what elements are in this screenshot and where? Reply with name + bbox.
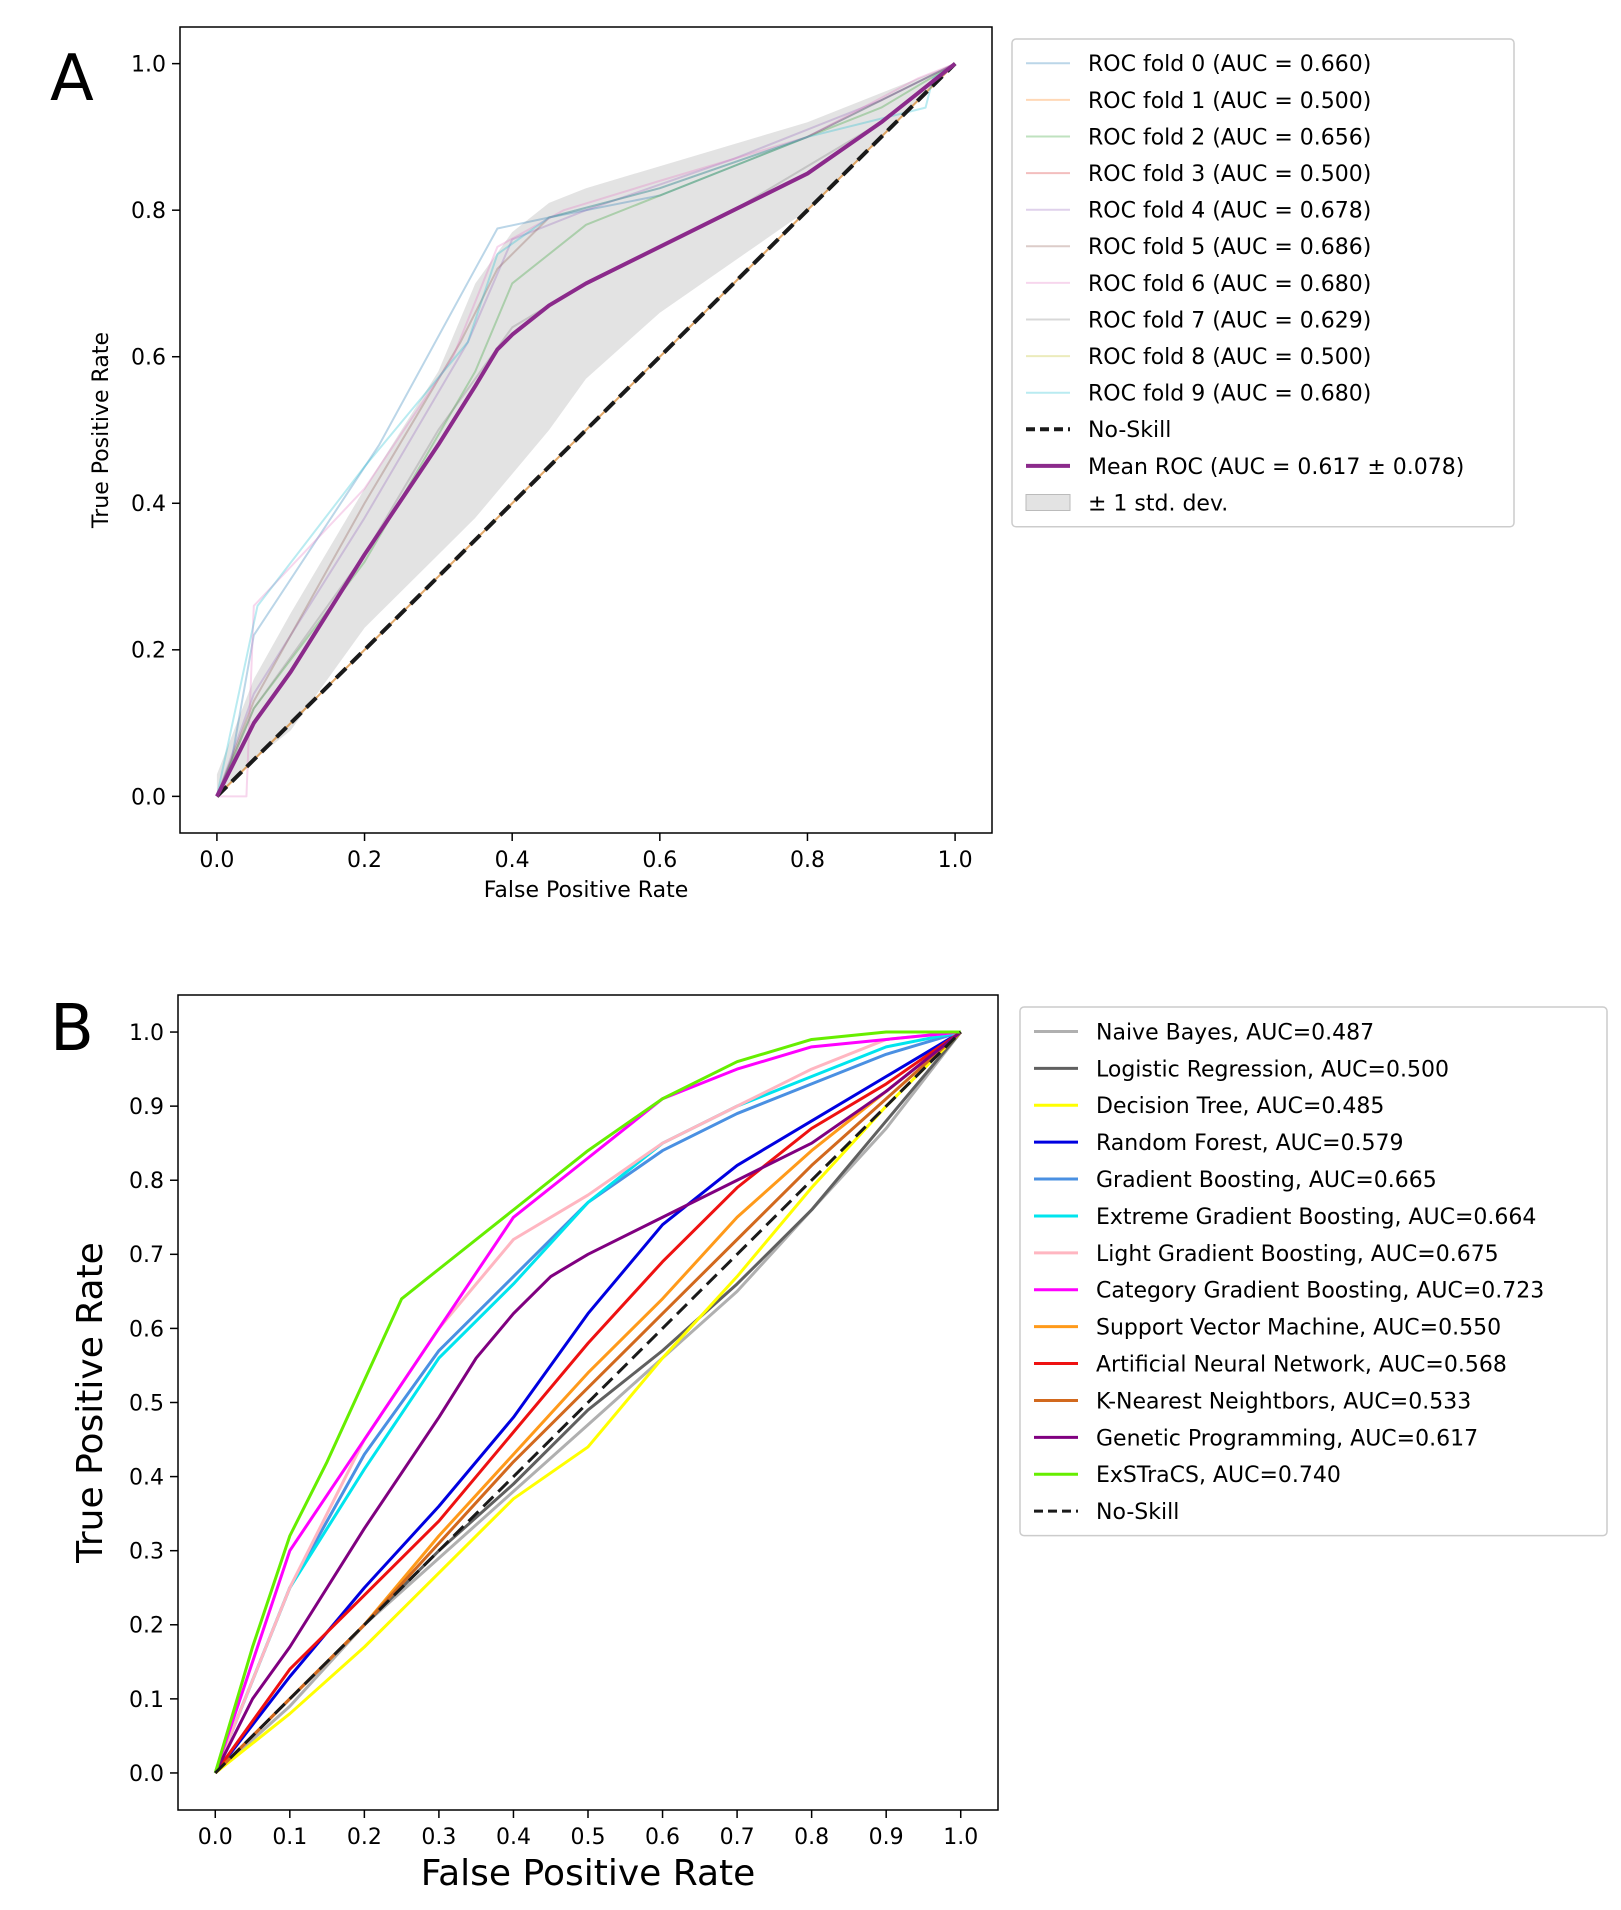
series-line-genetic-programming-auc-0-617 [213, 1030, 962, 1774]
y-tick-label: 0.2 [131, 639, 166, 664]
x-tick-label: 0.1 [272, 1825, 307, 1850]
legend-label: Decision Tree, AUC=0.485 [1096, 1094, 1384, 1119]
x-tick-label: 1.0 [943, 1825, 978, 1850]
legend-label: ROC fold 5 (AUC = 0.686) [1088, 235, 1371, 260]
y-tick-label: 0.3 [129, 1540, 164, 1565]
x-tick-label: 0.3 [421, 1825, 456, 1850]
series-line-no-skill [214, 1030, 962, 1775]
y-tick-label: 1.0 [131, 53, 166, 78]
series-line-category-gradient-boosting-auc-0-723 [213, 1030, 961, 1774]
x-tick-label: 0.4 [496, 1825, 531, 1850]
series-line-extreme-gradient-boosting-auc-0-664 [213, 1030, 962, 1774]
panel-label-b: B [50, 992, 94, 1066]
std-dev-band [216, 63, 956, 797]
y-tick-label: 0.9 [129, 1095, 164, 1120]
x-tick-label: 0.6 [642, 848, 677, 873]
x-tick-label: 0.5 [571, 1825, 606, 1850]
legend-label: Artificial Neural Network, AUC=0.568 [1096, 1352, 1507, 1377]
legend-label: Logistic Regression, AUC=0.500 [1096, 1057, 1449, 1082]
legend-label: ROC fold 7 (AUC = 0.629) [1088, 308, 1371, 333]
series-line-naive-bayes-auc-0-487 [214, 1031, 962, 1775]
series-line-roc-fold-7-auc-0-629 [215, 62, 956, 797]
legend-label: ROC fold 1 (AUC = 0.500) [1088, 89, 1371, 114]
x-axis-label: False Positive Rate [484, 878, 688, 903]
x-tick-label: 0.2 [347, 848, 382, 873]
y-tick-label: 0.4 [129, 1466, 164, 1491]
series-line-roc-fold-2-auc-0-656 [215, 62, 956, 797]
y-tick-label: 1.0 [129, 1021, 164, 1046]
x-tick-label: 1.0 [938, 848, 973, 873]
series-line-random-forest-auc-0-579 [214, 1030, 962, 1774]
y-tick-label: 0.8 [131, 199, 166, 224]
legend-label: Random Forest, AUC=0.579 [1096, 1131, 1404, 1156]
legend-label: ROC fold 0 (AUC = 0.660) [1088, 52, 1371, 77]
legend-label: Genetic Programming, AUC=0.617 [1096, 1426, 1478, 1451]
y-tick-label: 0.5 [129, 1391, 164, 1416]
panel-label-a: A [50, 42, 94, 116]
y-tick-label: 0.1 [129, 1688, 164, 1713]
plot-frame [179, 26, 993, 834]
y-tick-label: 0.4 [131, 492, 166, 517]
series-line-mean-roc-auc-0-617-0-078 [215, 62, 957, 798]
x-axis-label: False Positive Rate [421, 1853, 756, 1894]
y-axis-label: True Positive Rate [89, 332, 114, 529]
x-tick-label: 0.0 [199, 848, 234, 873]
legend-label: ± 1 std. dev. [1088, 491, 1228, 516]
legend-label: ROC fold 6 (AUC = 0.680) [1088, 272, 1371, 297]
x-tick-label: 0.7 [720, 1825, 755, 1850]
legend-box [1019, 1006, 1608, 1537]
legend-b: Naive Bayes, AUC=0.487 Logistic Regressio… [1019, 1006, 1608, 1537]
legend-a: ROC fold 0 (AUC = 0.660) ROC fold 1 (AUC … [1011, 38, 1515, 528]
legend-label: Gradient Boosting, AUC=0.665 [1096, 1168, 1437, 1193]
legend-label: ROC fold 3 (AUC = 0.500) [1088, 162, 1371, 187]
y-tick-label: 0.6 [129, 1317, 164, 1342]
y-axis-label: True Positive Rate [70, 1242, 111, 1564]
legend-label: Mean ROC (AUC = 0.617 ± 0.078) [1088, 455, 1464, 480]
legend-label: ROC fold 4 (AUC = 0.678) [1088, 199, 1371, 224]
plot-lines [213, 1030, 962, 1775]
series-line-light-gradient-boosting-auc-0-675 [213, 1030, 961, 1774]
series-line-roc-fold-4-auc-0-678 [215, 62, 956, 797]
series-line-exstracs-auc-0-740 [213, 1030, 961, 1774]
y-tick-label: 0.6 [131, 346, 166, 371]
legend-label: Support Vector Machine, AUC=0.550 [1096, 1316, 1501, 1341]
legend-label: ExSTraCS, AUC=0.740 [1096, 1463, 1341, 1488]
legend-box [1011, 38, 1515, 528]
legend-label: Category Gradient Boosting, AUC=0.723 [1096, 1279, 1544, 1304]
x-tick-label: 0.8 [790, 848, 825, 873]
roc-panel-b: 0.0 0.1 0.2 0.3 0.4 0.5 0.6 0.7 0.8 0.9 1.0 0.0 0.1 0… [70, 994, 999, 1894]
legend-label: Light Gradient Boosting, AUC=0.675 [1096, 1242, 1499, 1267]
legend-label: K-Nearest Neightbors, AUC=0.533 [1096, 1389, 1471, 1414]
y-tick-label: 0.0 [129, 1762, 164, 1787]
legend-label: ROC fold 2 (AUC = 0.656) [1088, 125, 1371, 150]
x-tick-label: 0.2 [347, 1825, 382, 1850]
legend-label: Naive Bayes, AUC=0.487 [1096, 1020, 1374, 1045]
series-line-roc-fold-9-auc-0-680 [215, 62, 956, 797]
y-tick-label: 0.7 [129, 1243, 164, 1268]
series-line-no-skill [215, 62, 957, 798]
legend-label: ROC fold 8 (AUC = 0.500) [1088, 345, 1371, 370]
x-tick-label: 0.6 [645, 1825, 680, 1850]
series-line-artificial-neural-network-auc-0-568 [214, 1030, 962, 1774]
series-line-roc-fold-0-auc-0-660 [215, 62, 956, 797]
series-line-roc-fold-6-auc-0-680 [216, 62, 956, 798]
series-line-roc-fold-5-auc-0-686 [215, 62, 956, 797]
x-tick-label: 0.9 [869, 1825, 904, 1850]
legend-label: No-Skill [1088, 418, 1171, 443]
legend-label: Extreme Gradient Boosting, AUC=0.664 [1096, 1205, 1536, 1230]
legend-handle [1025, 494, 1071, 511]
plot-lines [215, 62, 957, 798]
y-tick-label: 0.8 [129, 1169, 164, 1194]
legend-label: ROC fold 9 (AUC = 0.680) [1088, 382, 1371, 407]
series-line-decision-tree-auc-0-485 [214, 1030, 962, 1775]
roc-panel-a: 0.0 0.2 0.4 0.6 0.8 1.0 0.0 0.2 0.4 0.6 0.8 1.0 Fals… [89, 26, 993, 903]
legend-label: No-Skill [1096, 1500, 1179, 1525]
x-tick-label: 0.4 [495, 848, 530, 873]
x-tick-label: 0.0 [198, 1825, 233, 1850]
x-tick-label: 0.8 [794, 1825, 829, 1850]
y-tick-label: 0.0 [131, 785, 166, 810]
y-tick-label: 0.2 [129, 1614, 164, 1639]
